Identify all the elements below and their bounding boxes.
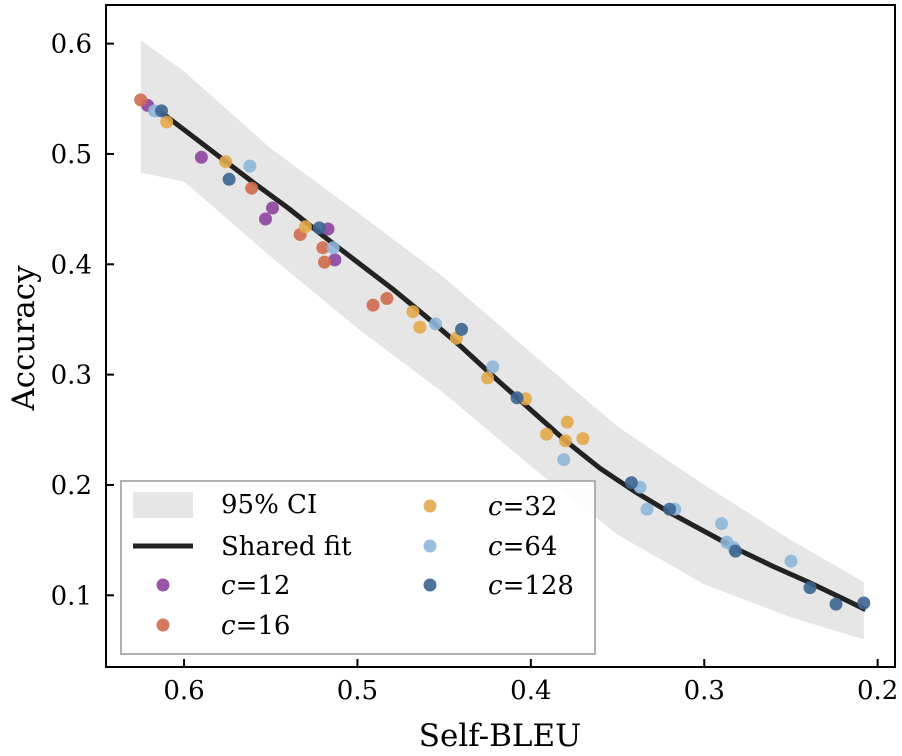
- x-tick-label: 0.2: [857, 676, 898, 706]
- data-point-series-3: [243, 159, 257, 173]
- legend: 95% CI Shared fit c=12 c=16 c=32 c=64 c=128: [120, 480, 596, 655]
- x-axis-title: Self-BLEU: [419, 718, 581, 754]
- y-tick-label: 0.4: [51, 250, 92, 280]
- data-point-series-2: [576, 432, 590, 446]
- data-point-series-4: [155, 104, 168, 118]
- y-axis: 0.1 0.2 0.3 0.4 0.5 0.6: [51, 30, 114, 611]
- data-point-series-2: [160, 115, 174, 129]
- data-point-series-4: [829, 597, 843, 611]
- data-point-series-4: [663, 502, 677, 516]
- y-tick-label: 0.6: [51, 30, 92, 60]
- data-point-series-1: [380, 292, 394, 305]
- ci-band: [140, 40, 864, 640]
- data-point-series-1: [316, 241, 330, 255]
- data-point-series-2: [406, 305, 420, 319]
- y-tick-label: 0.5: [51, 140, 92, 170]
- legend-marker-series-0: [156, 578, 170, 592]
- y-tick-label: 0.2: [51, 471, 92, 501]
- data-point-series-1: [318, 255, 331, 269]
- legend-marker-series-4: [423, 578, 437, 592]
- data-point-series-3: [715, 517, 729, 531]
- legend-label-series-1: c=16: [221, 611, 290, 641]
- x-tick-label: 0.4: [510, 676, 551, 706]
- data-point-series-4: [803, 581, 817, 595]
- y-tick-label: 0.1: [51, 581, 92, 611]
- data-point-series-0: [194, 150, 208, 164]
- x-tick-label: 0.5: [337, 676, 378, 706]
- legend-marker-series-3: [423, 539, 437, 553]
- data-point-series-4: [222, 172, 236, 186]
- x-tick-label: 0.6: [163, 676, 204, 706]
- y-axis-title: Accuracy: [6, 265, 42, 412]
- data-point-series-1: [366, 298, 380, 312]
- data-point-series-1: [134, 93, 148, 107]
- data-point-series-3: [640, 502, 654, 516]
- plot-frame: [105, 4, 896, 668]
- data-point-series-4: [729, 544, 742, 558]
- data-point-series-0: [328, 253, 342, 267]
- legend-label-series-0: c=12: [221, 571, 290, 601]
- legend-marker-series-1: [156, 618, 170, 632]
- data-point-series-2: [559, 434, 572, 448]
- data-point-series-4: [455, 322, 468, 336]
- data-point-series-2: [298, 220, 312, 234]
- data-point-series-0: [266, 201, 279, 215]
- legend-series: c=12 c=16 c=32 c=64 c=128: [156, 492, 574, 641]
- data-point-series-3: [557, 453, 571, 467]
- y-tick-label: 0.3: [51, 361, 92, 391]
- data-point-series-3: [784, 554, 798, 568]
- data-point-series-2: [540, 427, 553, 441]
- legend-label-series-4: c=128: [488, 571, 574, 601]
- confidence-band-layer: [140, 40, 864, 640]
- data-point-series-4: [857, 596, 871, 610]
- x-tick-label: 0.3: [684, 676, 725, 706]
- data-point-series-3: [486, 360, 500, 374]
- data-point-series-3: [326, 241, 340, 255]
- data-point-series-1: [245, 181, 259, 195]
- data-point-series-4: [624, 476, 638, 490]
- legend-box: [120, 480, 596, 655]
- legend-label-series-2: c=32: [488, 492, 557, 522]
- legend-ci-label: 95% CI: [221, 490, 317, 520]
- data-point-series-3: [429, 317, 442, 331]
- data-point-series-4: [510, 391, 524, 405]
- data-point-series-0: [259, 212, 272, 226]
- data-point-series-2: [219, 155, 233, 169]
- x-axis: 0.6 0.5 0.4 0.3 0.2: [163, 659, 898, 706]
- data-point-series-4: [312, 221, 326, 235]
- data-point-series-2: [560, 415, 574, 429]
- legend-label-series-3: c=64: [488, 532, 557, 562]
- data-point-series-2: [413, 320, 427, 334]
- data-point-series-2: [481, 371, 494, 385]
- legend-ci-swatch: [133, 492, 193, 518]
- data-points-layer: [134, 93, 871, 611]
- legend-fit-label: Shared fit: [221, 532, 352, 562]
- legend-marker-series-2: [423, 499, 437, 513]
